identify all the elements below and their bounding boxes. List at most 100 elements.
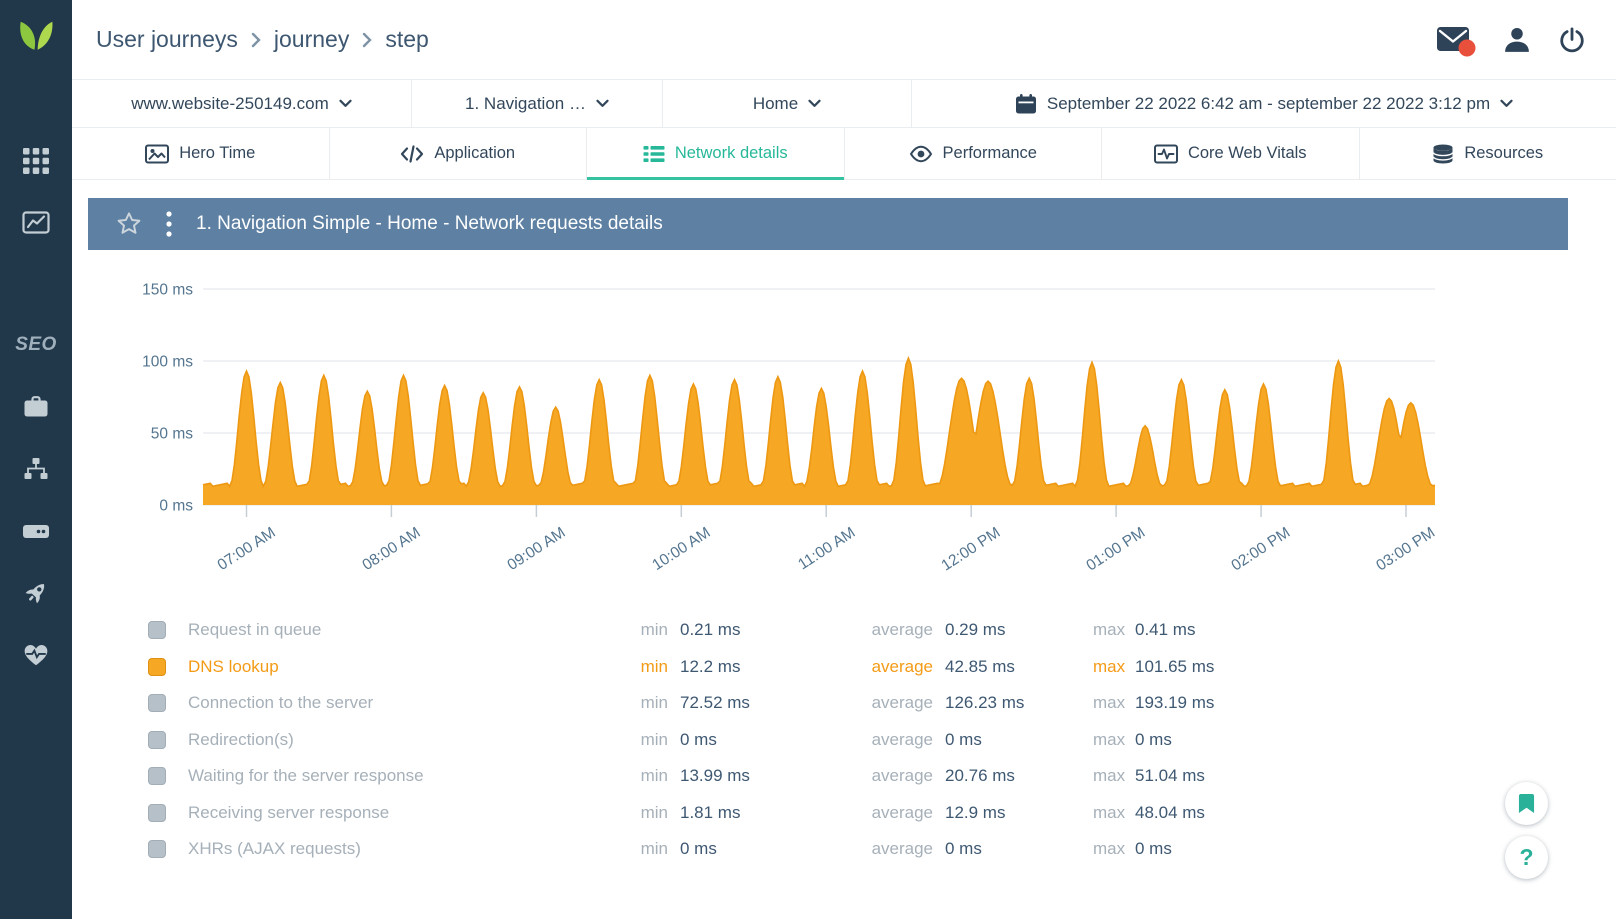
- top-header: User journeys journey step: [72, 0, 1616, 80]
- breadcrumb-step[interactable]: step: [385, 26, 429, 52]
- metric-label: Connection to the server: [188, 693, 374, 713]
- stat-row: Request in queue min 0.21 ms average 0.2…: [88, 612, 1568, 649]
- min-value: 13.99 ms: [680, 766, 750, 786]
- tab-label: Resources: [1464, 144, 1544, 162]
- average-value: 12.9 ms: [945, 802, 1006, 822]
- svg-text:01:00 PM: 01:00 PM: [1083, 524, 1148, 574]
- sidebar-item-seo[interactable]: SEO: [0, 314, 72, 376]
- legend-checkbox[interactable]: [148, 657, 166, 676]
- stat-row: Receiving server response min 1.81 ms av…: [88, 795, 1568, 832]
- chevron-down-icon: [808, 99, 821, 107]
- svg-text:07:00 AM: 07:00 AM: [214, 524, 278, 574]
- sidebar-item-sitemap[interactable]: [0, 438, 72, 500]
- max-value: 101.65 ms: [1135, 656, 1215, 676]
- average-label: average: [871, 802, 933, 822]
- max-label: max: [1093, 656, 1126, 676]
- sidebar-item-business[interactable]: [0, 376, 72, 438]
- min-label: min: [640, 729, 668, 749]
- date-range-selector[interactable]: September 22 2022 6:42 am - september 22…: [912, 80, 1616, 127]
- legend-checkbox[interactable]: [148, 730, 166, 749]
- legend-checkbox[interactable]: [148, 840, 166, 859]
- panel-menu-button[interactable]: [166, 211, 172, 237]
- network-list-icon: [643, 145, 665, 162]
- svg-text:11:00 AM: 11:00 AM: [795, 524, 858, 573]
- messages-button[interactable]: [1436, 23, 1476, 57]
- step-selector[interactable]: Home: [663, 80, 912, 127]
- app-logo[interactable]: [0, 0, 72, 72]
- tab-core-web-vitals[interactable]: Core Web Vitals: [1102, 128, 1360, 179]
- tab-resources[interactable]: Resources: [1360, 128, 1616, 179]
- max-value: 48.04 ms: [1135, 802, 1205, 822]
- max-value: 51.04 ms: [1135, 766, 1205, 786]
- tab-application[interactable]: Application: [330, 128, 587, 179]
- min-value: 12.2 ms: [680, 656, 741, 676]
- logout-button[interactable]: [1558, 26, 1586, 54]
- average-value: 0 ms: [945, 839, 982, 859]
- filter-bar: www.website-250149.com 1. Navigation … H…: [72, 80, 1616, 128]
- legend-checkbox[interactable]: [148, 767, 166, 786]
- chevron-right-icon: [251, 32, 261, 47]
- heart-pulse-icon: [24, 645, 48, 666]
- metric-label: Waiting for the server response: [188, 766, 424, 786]
- metric-label: Request in queue: [188, 620, 322, 640]
- bookmark-icon: [1518, 794, 1535, 813]
- average-value: 20.76 ms: [945, 766, 1015, 786]
- panel-header: 1. Navigation Simple - Home - Network re…: [88, 198, 1568, 250]
- stats-table: Request in queue min 0.21 ms average 0.2…: [88, 612, 1568, 868]
- metric-label: Redirection(s): [188, 729, 294, 749]
- sidebar-item-speed[interactable]: [0, 562, 72, 624]
- max-label: max: [1093, 839, 1126, 859]
- legend-checkbox[interactable]: [148, 803, 166, 822]
- average-value: 0.29 ms: [945, 620, 1006, 640]
- tab-label: Network details: [674, 144, 788, 162]
- sidebar-item-dashboards[interactable]: [0, 130, 72, 192]
- header-actions: [1436, 23, 1586, 57]
- website-selector[interactable]: www.website-250149.com: [72, 80, 412, 127]
- envelope-icon: [1437, 26, 1476, 56]
- metric-label: DNS lookup: [188, 656, 279, 676]
- breadcrumb: User journeys journey step: [96, 26, 429, 53]
- bookmark-button[interactable]: [1505, 782, 1548, 825]
- question-mark-icon: ?: [1519, 844, 1534, 870]
- legend-checkbox[interactable]: [148, 621, 166, 640]
- breadcrumb-user-journeys[interactable]: User journeys: [96, 26, 238, 52]
- help-button[interactable]: ?: [1505, 836, 1548, 879]
- tab-label: Core Web Vitals: [1187, 144, 1307, 162]
- tab-label: Application: [434, 144, 516, 162]
- max-value: 193.19 ms: [1135, 693, 1215, 713]
- hard-drive-icon: [23, 525, 49, 538]
- power-icon: [1560, 27, 1584, 52]
- min-label: min: [640, 656, 668, 676]
- kebab-menu-icon: [166, 211, 172, 237]
- svg-text:50 ms: 50 ms: [151, 426, 193, 443]
- max-label: max: [1093, 620, 1126, 640]
- sidebar-item-analytics[interactable]: [0, 192, 72, 254]
- average-value: 126.23 ms: [945, 693, 1025, 713]
- average-label: average: [871, 839, 933, 859]
- stat-row: Redirection(s) min 0 ms average 0 ms max…: [88, 722, 1568, 759]
- chevron-down-icon: [1500, 99, 1513, 107]
- step-selector-value: Home: [752, 93, 799, 113]
- sidebar-item-servers[interactable]: [0, 500, 72, 562]
- tab-hero-time[interactable]: Hero Time: [72, 128, 330, 179]
- chart-area: 150 ms 100 ms 50 ms 0 ms 07:00 AM 08:00 AM 09:…: [88, 250, 1568, 590]
- max-label: max: [1093, 729, 1126, 749]
- average-value: 42.85 ms: [945, 656, 1015, 676]
- sidebar-item-health[interactable]: [0, 624, 72, 686]
- rocket-icon: [25, 584, 45, 604]
- panel-title: 1. Navigation Simple - Home - Network re…: [196, 213, 663, 234]
- average-label: average: [871, 620, 933, 640]
- average-label: average: [871, 729, 933, 749]
- account-button[interactable]: [1502, 25, 1532, 55]
- metric-label: Receiving server response: [188, 802, 390, 822]
- favorite-button[interactable]: [116, 211, 142, 237]
- breadcrumb-journey[interactable]: journey: [273, 26, 350, 52]
- journey-selector[interactable]: 1. Navigation …: [412, 80, 663, 127]
- svg-text:02:00 PM: 02:00 PM: [1228, 524, 1293, 574]
- average-label: average: [871, 693, 933, 713]
- legend-checkbox[interactable]: [148, 694, 166, 713]
- tab-network-details[interactable]: Network details: [587, 128, 845, 180]
- max-value: 0 ms: [1135, 839, 1172, 859]
- tab-performance[interactable]: Performance: [845, 128, 1102, 179]
- svg-text:100 ms: 100 ms: [142, 354, 193, 371]
